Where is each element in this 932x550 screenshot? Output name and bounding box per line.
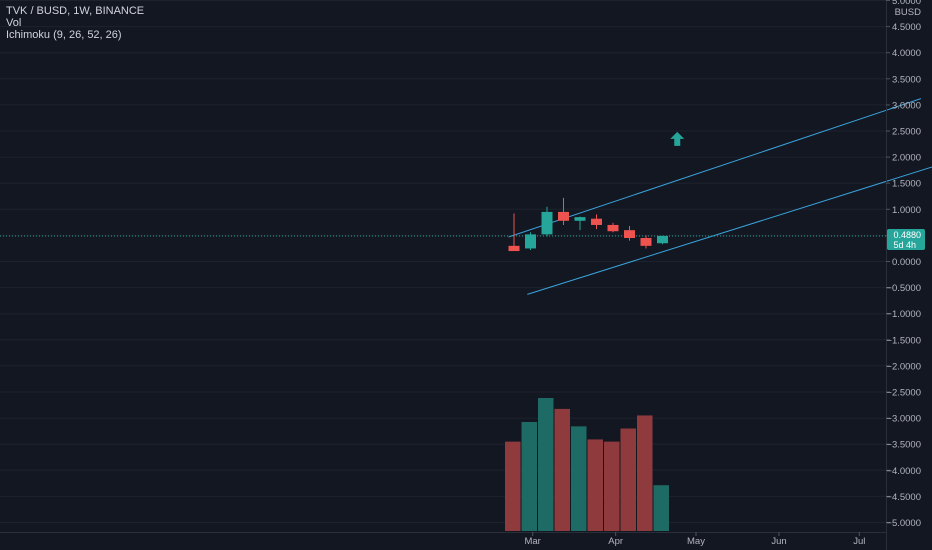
channel-line[interactable] — [508, 98, 922, 238]
time-tick-label: Jul — [853, 536, 865, 547]
price-tick-label: −1.0000 — [886, 309, 921, 320]
price-tick-label: −0.5000 — [886, 283, 921, 294]
price-tick-label: −3.0000 — [886, 414, 921, 425]
price-tick-label: 5.0000 — [892, 0, 921, 7]
candle-body[interactable] — [574, 217, 586, 221]
last-price-value: 0.4880 — [893, 230, 921, 240]
channel-line[interactable] — [527, 159, 932, 295]
candle-body[interactable] — [558, 211, 569, 221]
volume-bar — [604, 441, 620, 531]
price-tick-label: −2.0000 — [886, 361, 921, 372]
time-tick-label: Mar — [524, 536, 540, 547]
volume-indicator-label[interactable]: Vol — [6, 17, 22, 29]
channel-lines[interactable] — [508, 98, 932, 295]
price-tick-label: 3.5000 — [892, 74, 921, 85]
arrow-up-annotation[interactable] — [670, 131, 685, 146]
price-tick-label: 0.0000 — [892, 257, 921, 268]
volume-bar — [587, 439, 603, 531]
last-price-countdown: 5d 4h — [893, 240, 916, 250]
last-price-tag — [887, 229, 925, 251]
price-tick-label: 3.0000 — [892, 100, 921, 111]
candle-body[interactable] — [508, 245, 520, 252]
candle-body[interactable] — [591, 218, 602, 225]
volume-bar — [505, 441, 521, 531]
candle-body[interactable] — [640, 238, 652, 246]
volume-bar — [554, 408, 570, 531]
price-tick-label: 2.5000 — [892, 127, 921, 138]
volume-bar — [538, 398, 554, 531]
symbol-label[interactable]: TVK / BUSD, 1W, BINANCE — [6, 5, 145, 17]
price-tick-label: −3.5000 — [886, 440, 921, 451]
price-tick-label: −2.5000 — [886, 388, 921, 399]
price-axis[interactable]: 5.0000 4.5000 4.0000 3.5000 3.0000 2.5000 2.00… — [886, 0, 925, 550]
volume-bar — [637, 415, 653, 531]
price-tick-label: −1.5000 — [886, 335, 921, 346]
volume-bar — [521, 421, 537, 531]
time-tick-label: May — [687, 536, 705, 547]
volume-histogram — [505, 398, 669, 531]
volume-bar — [571, 426, 587, 531]
candlesticks[interactable] — [508, 197, 669, 252]
time-axis[interactable]: Mar Apr May Jun Jul — [0, 532, 886, 547]
time-tick-label: Jun — [771, 536, 786, 547]
arrow-up-icon[interactable] — [670, 131, 685, 146]
candle-body[interactable] — [541, 211, 553, 235]
price-tick-label: 4.5000 — [892, 22, 921, 33]
volume-bar — [653, 485, 669, 531]
currency-label: BUSD — [895, 7, 922, 18]
price-tick-label: 1.0000 — [892, 205, 921, 216]
candle-body[interactable] — [624, 230, 635, 239]
price-tick-label: −4.5000 — [886, 492, 921, 503]
time-tick-label: Apr — [608, 536, 623, 547]
ichimoku-indicator-label[interactable]: Ichimoku (9, 26, 52, 26) — [6, 29, 122, 41]
candle-body[interactable] — [525, 234, 536, 249]
candle-body[interactable] — [607, 224, 619, 232]
chart-legend: TVK / BUSD, 1W, BINANCE Vol Ichimoku (9,… — [6, 5, 144, 41]
price-tick-label: 4.0000 — [892, 48, 921, 59]
price-tick-label: −4.0000 — [886, 466, 921, 477]
candle-body[interactable] — [657, 235, 668, 244]
price-tick-label: −5.0000 — [886, 518, 921, 529]
grid — [0, 0, 886, 523]
price-tick-label: 2.0000 — [892, 153, 921, 164]
price-tick-label: 1.5000 — [892, 179, 921, 190]
volume-bar — [620, 428, 636, 531]
